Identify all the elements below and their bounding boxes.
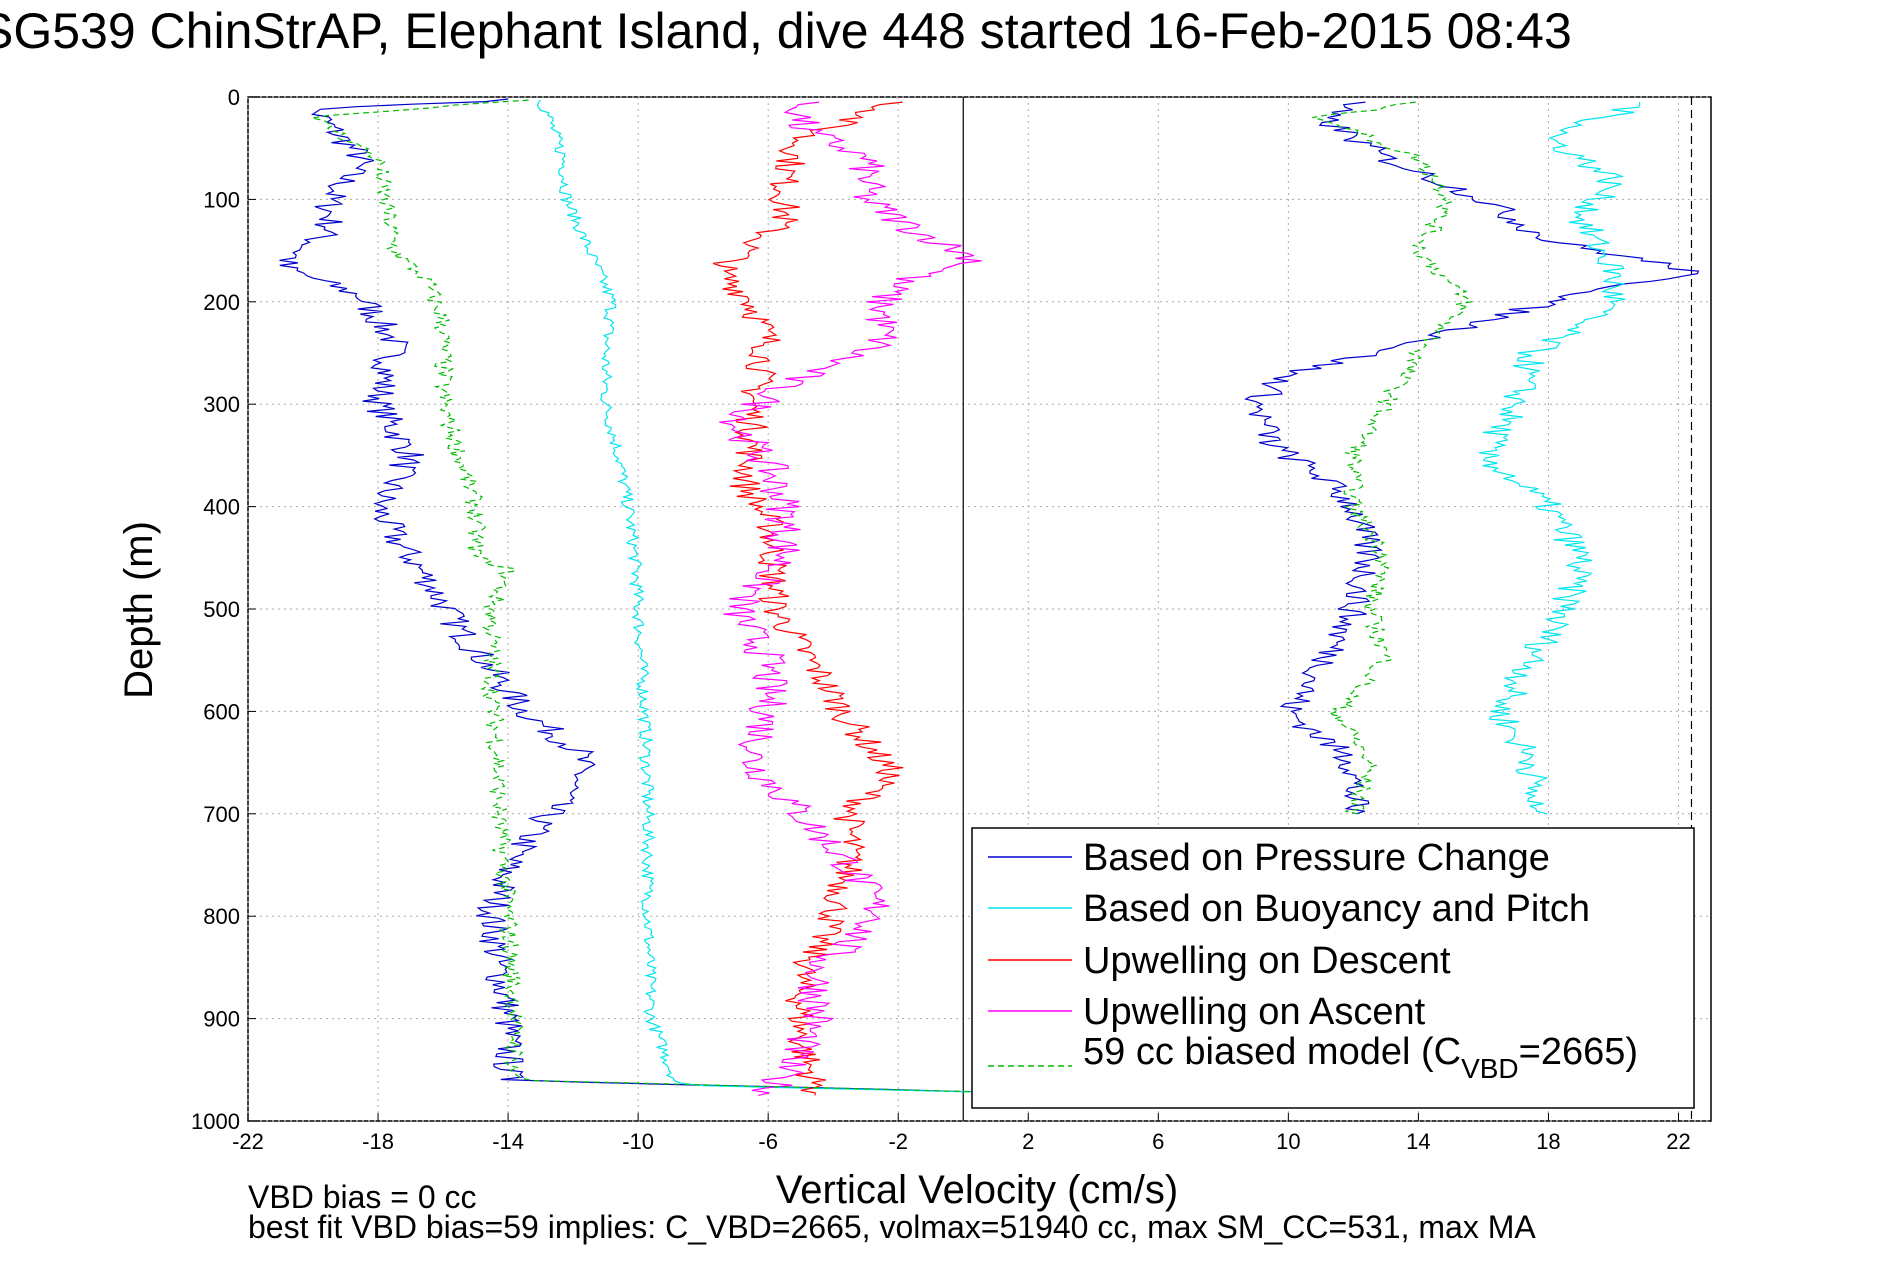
x-tick-label: 2 [1022, 1129, 1034, 1154]
legend-label-biased-model-tail: =2665) [1519, 1031, 1638, 1073]
right-panel-series-line-1 [1478, 102, 1641, 815]
legend-label-buoyancy: Based on Buoyancy and Pitch [1083, 888, 1590, 930]
series-line-4 [311, 99, 1041, 1094]
y-tick-label: 100 [203, 187, 240, 212]
x-tick-label: 6 [1152, 1129, 1164, 1154]
chart-title: SG539 ChinStrAP, Elephant Island, dive 4… [0, 3, 1572, 59]
legend-label-biased-model-sub: VBD [1461, 1053, 1519, 1084]
y-tick-label: 500 [203, 597, 240, 622]
x-axis-label: Vertical Velocity (cm/s) [776, 1168, 1178, 1212]
series-line-3 [719, 101, 982, 1096]
x-tick-label: 10 [1276, 1129, 1300, 1154]
series-line-2 [712, 101, 904, 1096]
footer-vbd-bias: VBD bias = 0 cc [248, 1179, 477, 1215]
series-lines [279, 98, 1700, 1096]
legend-label-pressure: Based on Pressure Change [1083, 837, 1550, 879]
y-tick-label: 0 [228, 85, 240, 110]
axis-ticks: -22 -18 -14 -10 -6 -2 2 6 10 14 18 2201002003004005… [191, 85, 1691, 1154]
x-tick-label: 14 [1406, 1129, 1430, 1154]
footer-best-fit: best fit VBD bias=59 implies: C_VBD=2665… [248, 1209, 1536, 1245]
y-tick-label: 900 [203, 1007, 240, 1032]
x-tick-label: -10 [622, 1129, 654, 1154]
y-axis-label: Depth (m) [117, 521, 161, 699]
legend-label-upwelling-ascent: Upwelling on Ascent [1083, 991, 1426, 1033]
y-tick-label: 1000 [191, 1109, 240, 1134]
legend-box [971, 827, 1695, 1109]
x-tick-label: 18 [1536, 1129, 1560, 1154]
y-tick-label: 800 [203, 904, 240, 929]
x-tick-label: -2 [888, 1129, 908, 1154]
legend-label-biased-model: 59 cc biased model (CVBD=2665) [1083, 1031, 1638, 1084]
right-panel-series-line-2 [1312, 101, 1473, 815]
series-line-0 [279, 98, 1100, 1096]
x-tick-label: -18 [362, 1129, 394, 1154]
y-tick-label: 300 [203, 392, 240, 417]
right-panel-series-line-0 [1244, 101, 1700, 815]
y-tick-label: 200 [203, 290, 240, 315]
x-tick-label: -14 [492, 1129, 524, 1154]
legend: Based on Pressure Change Based on Buoyan… [971, 827, 1695, 1109]
y-tick-label: 400 [203, 495, 240, 520]
legend-label-biased-model-main: 59 cc biased model (C [1083, 1031, 1461, 1073]
x-tick-label: 22 [1666, 1129, 1690, 1154]
series-line-1 [536, 99, 1038, 1094]
legend-label-upwelling-descent: Upwelling on Descent [1083, 940, 1451, 982]
x-tick-label: -6 [758, 1129, 778, 1154]
x-tick-label: -22 [232, 1129, 264, 1154]
y-tick-label: 700 [203, 802, 240, 827]
y-tick-label: 600 [203, 699, 240, 724]
